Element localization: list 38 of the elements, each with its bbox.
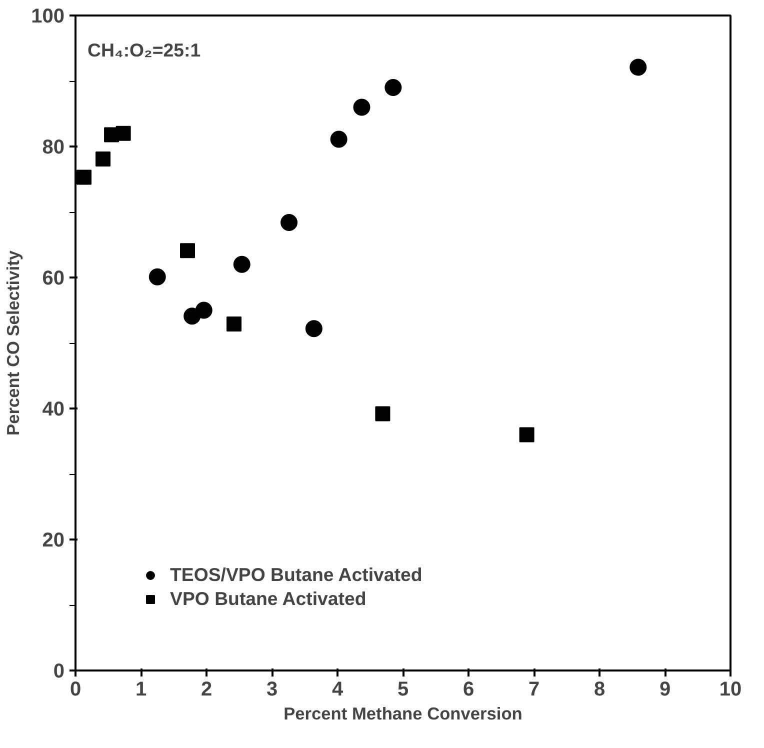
x-tick-label: 1 (135, 678, 147, 700)
point (180, 243, 196, 258)
point (116, 126, 131, 141)
y-tick-label: 60 (42, 268, 65, 290)
point (233, 256, 250, 273)
point (76, 170, 92, 185)
point (280, 214, 298, 231)
legend-label: TEOS/VPO Butane Activated (170, 564, 422, 586)
point (195, 302, 212, 319)
point (330, 130, 348, 148)
y-tick-label: 80 (42, 136, 65, 158)
x-tick-label: 7 (528, 678, 540, 700)
point (384, 79, 402, 96)
y-tick-label: 100 (31, 6, 65, 28)
point (148, 268, 166, 286)
point (519, 427, 534, 442)
point (96, 151, 111, 166)
point (353, 98, 370, 116)
x-tick-label: 6 (462, 678, 474, 700)
point (375, 406, 390, 422)
y-axis-title: Percent CO Selectivity (3, 250, 24, 436)
x-axis-title: Percent Methane Conversion (284, 704, 522, 724)
y-tick-label: 40 (42, 398, 65, 420)
x-tick-label: 8 (594, 678, 606, 700)
x-tick-label: 5 (397, 678, 409, 700)
x-tick-label: 3 (266, 678, 278, 700)
point (630, 58, 647, 76)
y-tick-label: 20 (42, 530, 65, 552)
x-tick-label: 9 (659, 678, 671, 700)
x-tick-label: 2 (200, 678, 212, 700)
y-tick-label: 0 (53, 660, 64, 682)
legend-label: VPO Butane Activated (170, 588, 366, 610)
x-tick-label: 10 (719, 678, 742, 700)
x-tick-label: 0 (70, 678, 82, 700)
point (305, 320, 322, 338)
x-tick-label: 4 (332, 678, 344, 700)
point (226, 316, 242, 332)
annotation: CH₄:O₂=25:1 (88, 40, 201, 60)
